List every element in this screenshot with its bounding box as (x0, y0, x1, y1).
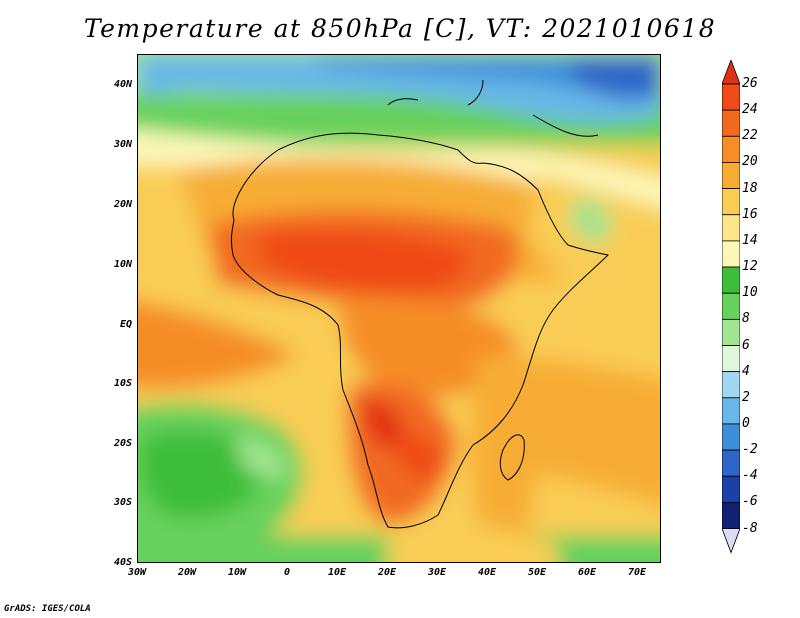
lat-label: 30S (113, 497, 132, 508)
lat-label: 20N (113, 199, 132, 210)
colorbar-swatch (721, 345, 741, 373)
colorbar-top-arrow (721, 58, 741, 85)
colorbar-swatch (721, 423, 741, 451)
colorbar-label: -4 (742, 468, 758, 484)
colorbar-label: 8 (742, 311, 750, 327)
colorbar-swatch (721, 188, 741, 216)
colorbar-label: 2 (742, 389, 750, 405)
colorbar (721, 58, 741, 557)
colorbar-label: -6 (742, 494, 758, 510)
lon-label: 20W (177, 567, 197, 578)
lon-label: 30E (427, 567, 447, 578)
colorbar-label: 22 (742, 128, 758, 144)
colorbar-label: 18 (742, 180, 758, 196)
map-title: Temperature at 850hPa [C], VT: 202101061… (83, 14, 717, 43)
colorbar-swatch (721, 162, 741, 189)
colorbar-swatch (721, 397, 741, 425)
lat-label: 40S (113, 557, 132, 568)
colorbar-label: 6 (742, 337, 750, 353)
colorbar-label: 4 (742, 363, 750, 379)
lon-label: 30W (127, 567, 147, 578)
lat-label: 10N (113, 259, 132, 270)
colorbar-bottom-arrow (721, 528, 741, 554)
colorbar-swatch (721, 318, 741, 346)
colorbar-label: -8 (742, 520, 758, 536)
colorbar-label: 12 (742, 259, 758, 274)
colorbar-label: 24 (742, 102, 758, 118)
colorbar-label: 20 (742, 154, 758, 170)
colorbar-swatch (721, 135, 741, 163)
colorbar-swatch (721, 266, 741, 294)
colorbar-swatch (721, 501, 741, 529)
lon-label: 70E (627, 567, 647, 578)
credit-text: GrADS: IGES/COLA (4, 604, 91, 614)
lat-label: 20S (113, 438, 132, 449)
temperature-map (137, 54, 661, 563)
colorbar-label: -2 (742, 442, 758, 458)
lat-label: 40N (113, 79, 132, 90)
colorbar-label: 26 (742, 76, 758, 91)
lon-label: 10E (327, 567, 347, 578)
colorbar-swatch (721, 449, 741, 477)
colorbar-label: 10 (742, 285, 758, 301)
lon-label: 40E (477, 567, 497, 578)
lat-label: EQ (119, 319, 132, 330)
lat-label: 30N (113, 139, 132, 150)
colorbar-swatch (721, 240, 741, 268)
colorbar-swatch (721, 109, 741, 137)
colorbar-label: 0 (742, 415, 750, 431)
lon-label: 50E (527, 567, 547, 578)
lon-label: 10W (227, 567, 247, 578)
colorbar-label: 16 (742, 206, 758, 222)
lon-label: 20E (377, 567, 397, 578)
colorbar-swatch (721, 371, 741, 399)
colorbar-swatch (721, 214, 741, 242)
lat-label: 10S (113, 378, 132, 389)
colorbar-swatch (721, 83, 741, 111)
colorbar-label: 14 (742, 232, 758, 248)
colorbar-swatch (721, 292, 741, 320)
lon-label: 0 (283, 567, 291, 578)
lon-label: 60E (577, 567, 597, 578)
colorbar-swatch (721, 475, 741, 503)
